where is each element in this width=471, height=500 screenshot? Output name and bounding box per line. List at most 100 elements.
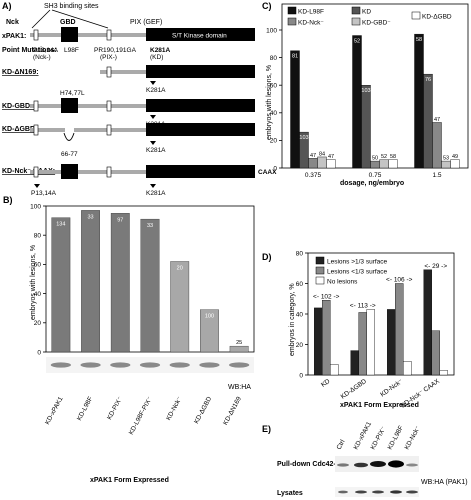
panel-c-bar-kd-gbd [388, 159, 398, 169]
mut-p1314a-row6: P13,14A [31, 190, 57, 197]
panel-d-bar-no-lesions [439, 370, 448, 376]
panel-label-b: B) [3, 195, 13, 205]
panel-c-n-label: 81 [292, 54, 298, 60]
panel-b-bar-kd-n169 [229, 345, 249, 353]
panel-c-ytick-label: 80 [270, 55, 278, 62]
panel-b-bar-kd-xpak1 [51, 217, 71, 353]
panel-c-n-label: 52 [354, 39, 360, 45]
lane-ctrl: Ctrl [336, 438, 347, 451]
panel-c-bar-kd-nck [432, 122, 442, 169]
panel-c-n-label: 58 [416, 37, 422, 43]
row-lysates: Lysates [277, 490, 303, 497]
panel-b-category-label: KD-xPAK1 [44, 395, 65, 426]
panel-label-a: A) [2, 1, 12, 11]
panel-d-ytick-label: 20 [296, 342, 304, 349]
panel-c-ytick-label: 20 [270, 138, 278, 145]
panel-c-legend-kd-nck: KD-Nck⁻ [298, 19, 324, 26]
panel-c-legend-swatch [351, 17, 361, 26]
panel-d-bar-lesions-1-3-surface [322, 300, 331, 376]
construct-kd-nck-caax: KD-Nck⁻ CAAX: [2, 168, 55, 175]
panel-d-bar-lesions-1-3-surface [387, 309, 396, 376]
panel-b-bar-kd-l98f [81, 210, 100, 353]
construct-point-mutations: Point Mutations: [2, 47, 57, 54]
panel-a-domain-diagram: SH3 binding sites Nck GBD PIX (GEF) xPAK… [2, 3, 277, 197]
panel-d-category-label: KD-Nck⁻ CAAX [400, 378, 442, 410]
panel-c-bar-kd-gbd [317, 156, 327, 169]
panel-e-wb-label: WB:HA (PAK1) [421, 479, 468, 486]
panel-b-bar-kd-nck [170, 261, 190, 353]
sh3-sites-note: SH3 binding sites [44, 3, 99, 10]
panel-c-bar-kd-nck [308, 158, 318, 169]
panel-c-ytick-label: 60 [270, 83, 278, 90]
panel-d-chart: embryos in category, % xPAK1 Form Expres… [289, 250, 455, 410]
panel-d-category-label: KD-ΔGBD [340, 378, 369, 401]
panel-d-n-label: <- 106 -> [386, 277, 413, 284]
panel-d-ytick-label: 40 [296, 311, 304, 318]
panel-c-legend-kd-l98f: KD-L98F [298, 8, 324, 15]
panel-c-xlabel: dosage, ng/embryo [340, 180, 404, 187]
panel-c-legend-kd-gbd: KD-ΔGBD [422, 13, 452, 20]
panel-d-bar-no-lesions [330, 364, 339, 376]
panel-d-xlabel: xPAK1 Form Expressed [340, 402, 419, 409]
panel-b-n-label: 33 [88, 214, 94, 220]
panel-b-category-label: KD-L98F-PIX⁻ [128, 396, 154, 436]
row-pulldown-cdc42: Pull-down Cdc42-GTP [277, 461, 350, 468]
panel-b-wb-label: WB:HA [228, 384, 251, 391]
panel-b-western-strip [46, 357, 254, 373]
panel-c-n-label: 53 [443, 156, 449, 162]
panel-b-category-label: KD-ΔGBD [193, 395, 213, 425]
panel-c-category-label: 0.375 [305, 172, 322, 179]
mut-pr190: PR190,191GA [94, 47, 137, 54]
panel-label-d: D) [262, 252, 272, 262]
panel-c-n-label: 84 [319, 151, 325, 157]
panel-c-bar-kd-gbd [441, 160, 451, 169]
panel-b-bar-kd-pix [110, 213, 130, 353]
mut-nck-minus: (Nck-) [33, 54, 51, 61]
mut-p1314a: P13,14A [33, 47, 59, 54]
panel-d-legend-swatch [315, 256, 325, 265]
panel-c-legend-kd-gbd: KD-GBD⁻ [362, 19, 391, 26]
panel-c-legend-swatch [351, 6, 361, 15]
panel-d-category-label: KD-Nck⁻ [379, 378, 404, 399]
panel-b-ytick-label: 20 [34, 320, 42, 327]
panel-b-ytick-label: 100 [30, 203, 41, 210]
panel-b-n-label: 100 [205, 314, 214, 320]
panel-d-bar-lesions-1-3-surface [395, 283, 404, 376]
panel-label-e: E) [262, 424, 271, 434]
panel-c-category-label: 1.5 [432, 172, 441, 179]
panel-c-n-label: 49 [452, 154, 458, 160]
panel-b-category-label: KD-ΔN169 [222, 395, 243, 426]
panel-c-legend-kd: KD [362, 8, 371, 15]
panel-c-bar-kd-gbd [450, 159, 460, 169]
panel-c-legend-swatch [287, 6, 297, 15]
row-pulldown-label: Pull-down Cdc42-GTP [277, 461, 350, 468]
panel-c-n-label: 103 [299, 135, 308, 141]
panel-b-category-label: KD-L98F [76, 396, 94, 422]
construct-kd-gbd-minus: KD-GBD⁻: [2, 103, 36, 110]
mut-k281a-row3: K281A [146, 87, 166, 94]
panel-c-chart: embryos with lesions, % dosage, ng/embry… [266, 3, 469, 187]
panel-d-ytick-label: 60 [296, 281, 304, 288]
deletion-66-77: 66-77 [61, 151, 78, 158]
mut-pix-minus: (PIX-) [100, 54, 117, 61]
caax-tag: CAAX [258, 169, 277, 176]
panel-c-bar-kd-nck [370, 160, 380, 169]
panel-d-bar-lesions-1-3-surface [314, 307, 323, 376]
panel-b-category-label: KD-PIX⁻ [106, 396, 124, 421]
panel-c-ytick-label: 40 [270, 110, 278, 117]
panel-c-n-label: 52 [381, 154, 387, 160]
panel-d-legend-lesions-1-3-surface: Lesions >1/3 surface [327, 258, 388, 265]
mut-kd: (KD) [150, 54, 163, 61]
panel-d-bar-lesions-1-3-surface [350, 350, 359, 376]
panel-b-bar-kd-gbd [200, 309, 219, 353]
construct-xpak1: xPAK1: [2, 33, 26, 40]
panel-c-ytick-label: 0 [273, 165, 277, 172]
panel-d-bar-no-lesions [366, 309, 375, 376]
panel-d-ylabel: embryos in category, % [289, 283, 296, 356]
panel-c-bar-kd-gbd [326, 159, 336, 169]
panel-b-ytick-label: 80 [34, 233, 42, 240]
nck-note: Nck [6, 19, 19, 26]
panel-c-bar-kd [423, 73, 433, 169]
panel-label-c: C) [262, 1, 272, 11]
panel-b-bar-kd-l98f-pix [140, 218, 160, 353]
